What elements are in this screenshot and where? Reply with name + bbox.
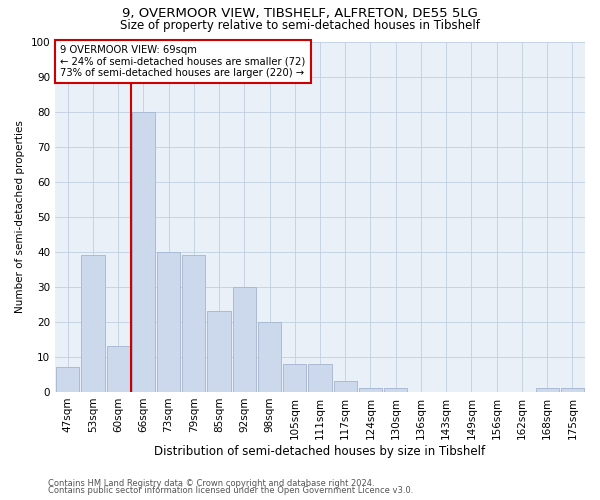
Bar: [334, 382, 357, 392]
Bar: [157, 252, 180, 392]
Bar: [308, 364, 332, 392]
Text: Size of property relative to semi-detached houses in Tibshelf: Size of property relative to semi-detach…: [120, 18, 480, 32]
Bar: [258, 322, 281, 392]
Bar: [107, 346, 130, 392]
Bar: [283, 364, 307, 392]
X-axis label: Distribution of semi-detached houses by size in Tibshelf: Distribution of semi-detached houses by …: [154, 444, 485, 458]
Bar: [81, 256, 104, 392]
Bar: [233, 287, 256, 392]
Text: 9, OVERMOOR VIEW, TIBSHELF, ALFRETON, DE55 5LG: 9, OVERMOOR VIEW, TIBSHELF, ALFRETON, DE…: [122, 8, 478, 20]
Bar: [56, 368, 79, 392]
Bar: [561, 388, 584, 392]
Bar: [384, 388, 407, 392]
Bar: [208, 312, 230, 392]
Bar: [359, 388, 382, 392]
Bar: [182, 256, 205, 392]
Y-axis label: Number of semi-detached properties: Number of semi-detached properties: [15, 120, 25, 313]
Bar: [536, 388, 559, 392]
Bar: [132, 112, 155, 392]
Text: Contains public sector information licensed under the Open Government Licence v3: Contains public sector information licen…: [48, 486, 413, 495]
Text: 9 OVERMOOR VIEW: 69sqm
← 24% of semi-detached houses are smaller (72)
73% of sem: 9 OVERMOOR VIEW: 69sqm ← 24% of semi-det…: [61, 45, 305, 78]
Text: Contains HM Land Registry data © Crown copyright and database right 2024.: Contains HM Land Registry data © Crown c…: [48, 478, 374, 488]
